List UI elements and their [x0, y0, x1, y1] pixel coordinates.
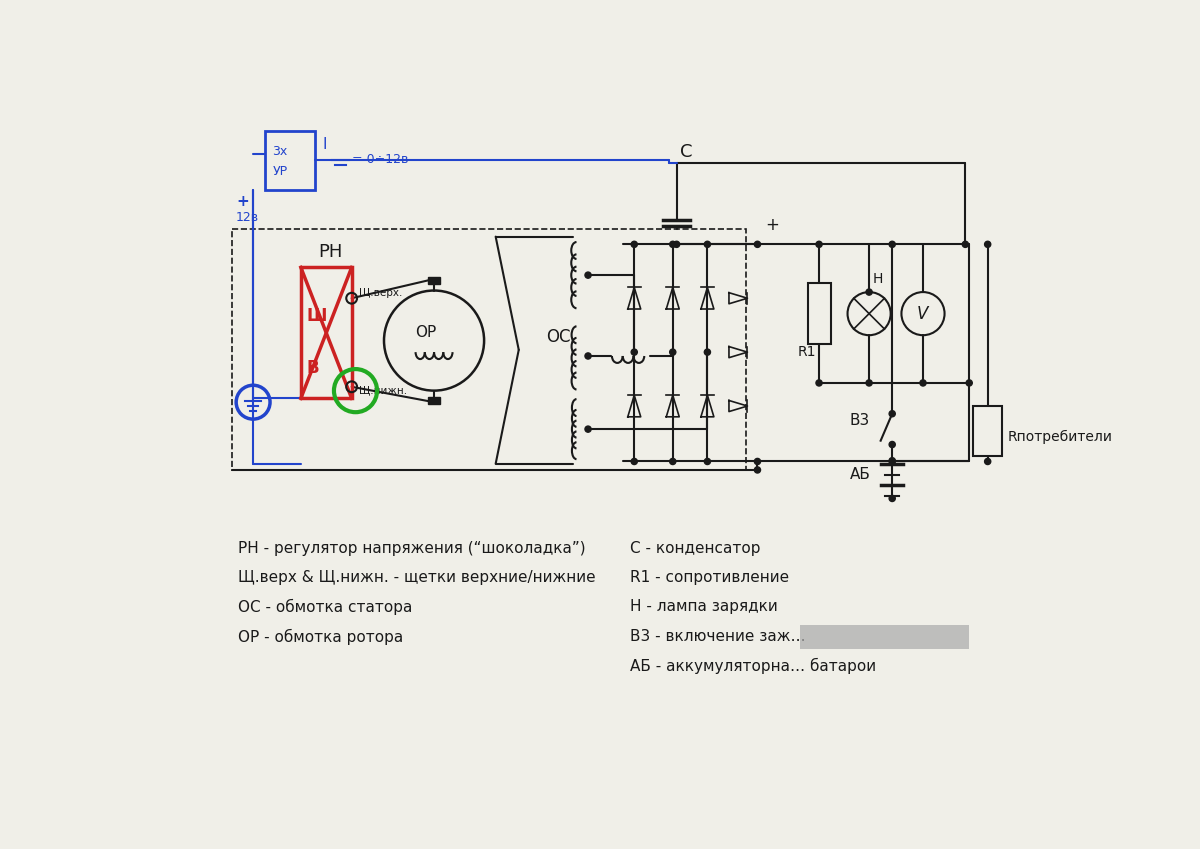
Bar	[301, 267, 352, 398]
Circle shape	[584, 426, 592, 432]
Bar	[973, 406, 1002, 456]
Text: УР: УР	[272, 165, 288, 177]
Text: +: +	[766, 216, 779, 234]
Circle shape	[985, 458, 991, 464]
Circle shape	[755, 458, 761, 464]
Text: Rпотребители: Rпотребители	[1008, 430, 1112, 444]
Circle shape	[966, 380, 972, 386]
Bar	[800, 625, 970, 649]
Text: В3 - включение заж…: В3 - включение заж…	[630, 628, 806, 644]
Circle shape	[962, 241, 968, 247]
Circle shape	[755, 467, 761, 473]
Circle shape	[704, 241, 710, 247]
Text: АБ - аккумуляторна… батарои: АБ - аккумуляторна… батарои	[630, 658, 876, 674]
Text: 3х: 3х	[272, 145, 288, 159]
Circle shape	[866, 289, 872, 295]
Circle shape	[670, 458, 676, 464]
Circle shape	[584, 272, 592, 278]
Text: Ш: Ш	[307, 307, 328, 325]
Text: R1 - сопротивление: R1 - сопротивление	[630, 570, 790, 585]
Text: АБ: АБ	[850, 467, 871, 482]
Text: Щ.верх.: Щ.верх.	[359, 288, 403, 298]
Circle shape	[816, 241, 822, 247]
Circle shape	[889, 441, 895, 447]
Circle shape	[889, 495, 895, 502]
Text: Щ.верх & Щ.нижн. - щетки верхние/нижние: Щ.верх & Щ.нижн. - щетки верхние/нижние	[238, 570, 595, 585]
Circle shape	[816, 380, 822, 386]
Text: ОС: ОС	[546, 328, 570, 346]
Bar	[265, 131, 314, 190]
Circle shape	[920, 380, 926, 386]
Text: I: I	[323, 137, 326, 152]
Circle shape	[755, 241, 761, 247]
Text: С: С	[680, 143, 692, 161]
Text: Щ.нижн.: Щ.нижн.	[359, 385, 408, 396]
Circle shape	[985, 241, 991, 247]
Circle shape	[670, 349, 676, 355]
Text: РН - регулятор напряжения (“шоколадка”): РН - регулятор напряжения (“шоколадка”)	[238, 541, 586, 556]
Text: Н: Н	[872, 272, 883, 286]
Text: 12в: 12в	[236, 211, 259, 224]
Text: V: V	[917, 305, 929, 323]
Circle shape	[889, 458, 895, 464]
Circle shape	[704, 349, 710, 355]
Text: = 0÷12в: = 0÷12в	[352, 153, 408, 166]
Text: ОР: ОР	[415, 325, 436, 340]
Text: +: +	[236, 194, 248, 210]
Circle shape	[866, 380, 872, 386]
Text: РН: РН	[318, 243, 343, 261]
Bar	[808, 283, 830, 345]
Bar	[428, 396, 440, 404]
Bar	[232, 229, 746, 470]
Text: R1: R1	[798, 345, 816, 359]
Text: В: В	[307, 358, 319, 376]
Circle shape	[584, 353, 592, 359]
Circle shape	[673, 241, 679, 247]
Circle shape	[670, 241, 676, 247]
Circle shape	[889, 241, 895, 247]
Text: ОС - обмотка статора: ОС - обмотка статора	[238, 599, 412, 616]
Circle shape	[889, 458, 895, 464]
Bar	[428, 277, 440, 284]
Text: С - конденсатор: С - конденсатор	[630, 541, 761, 556]
Circle shape	[889, 411, 895, 417]
Circle shape	[704, 458, 710, 464]
Text: ОР - обмотка ротора: ОР - обмотка ротора	[238, 628, 403, 644]
Circle shape	[631, 458, 637, 464]
Text: В3: В3	[850, 413, 870, 428]
Circle shape	[631, 349, 637, 355]
Text: Н - лампа зарядки: Н - лампа зарядки	[630, 599, 778, 615]
Circle shape	[631, 241, 637, 247]
